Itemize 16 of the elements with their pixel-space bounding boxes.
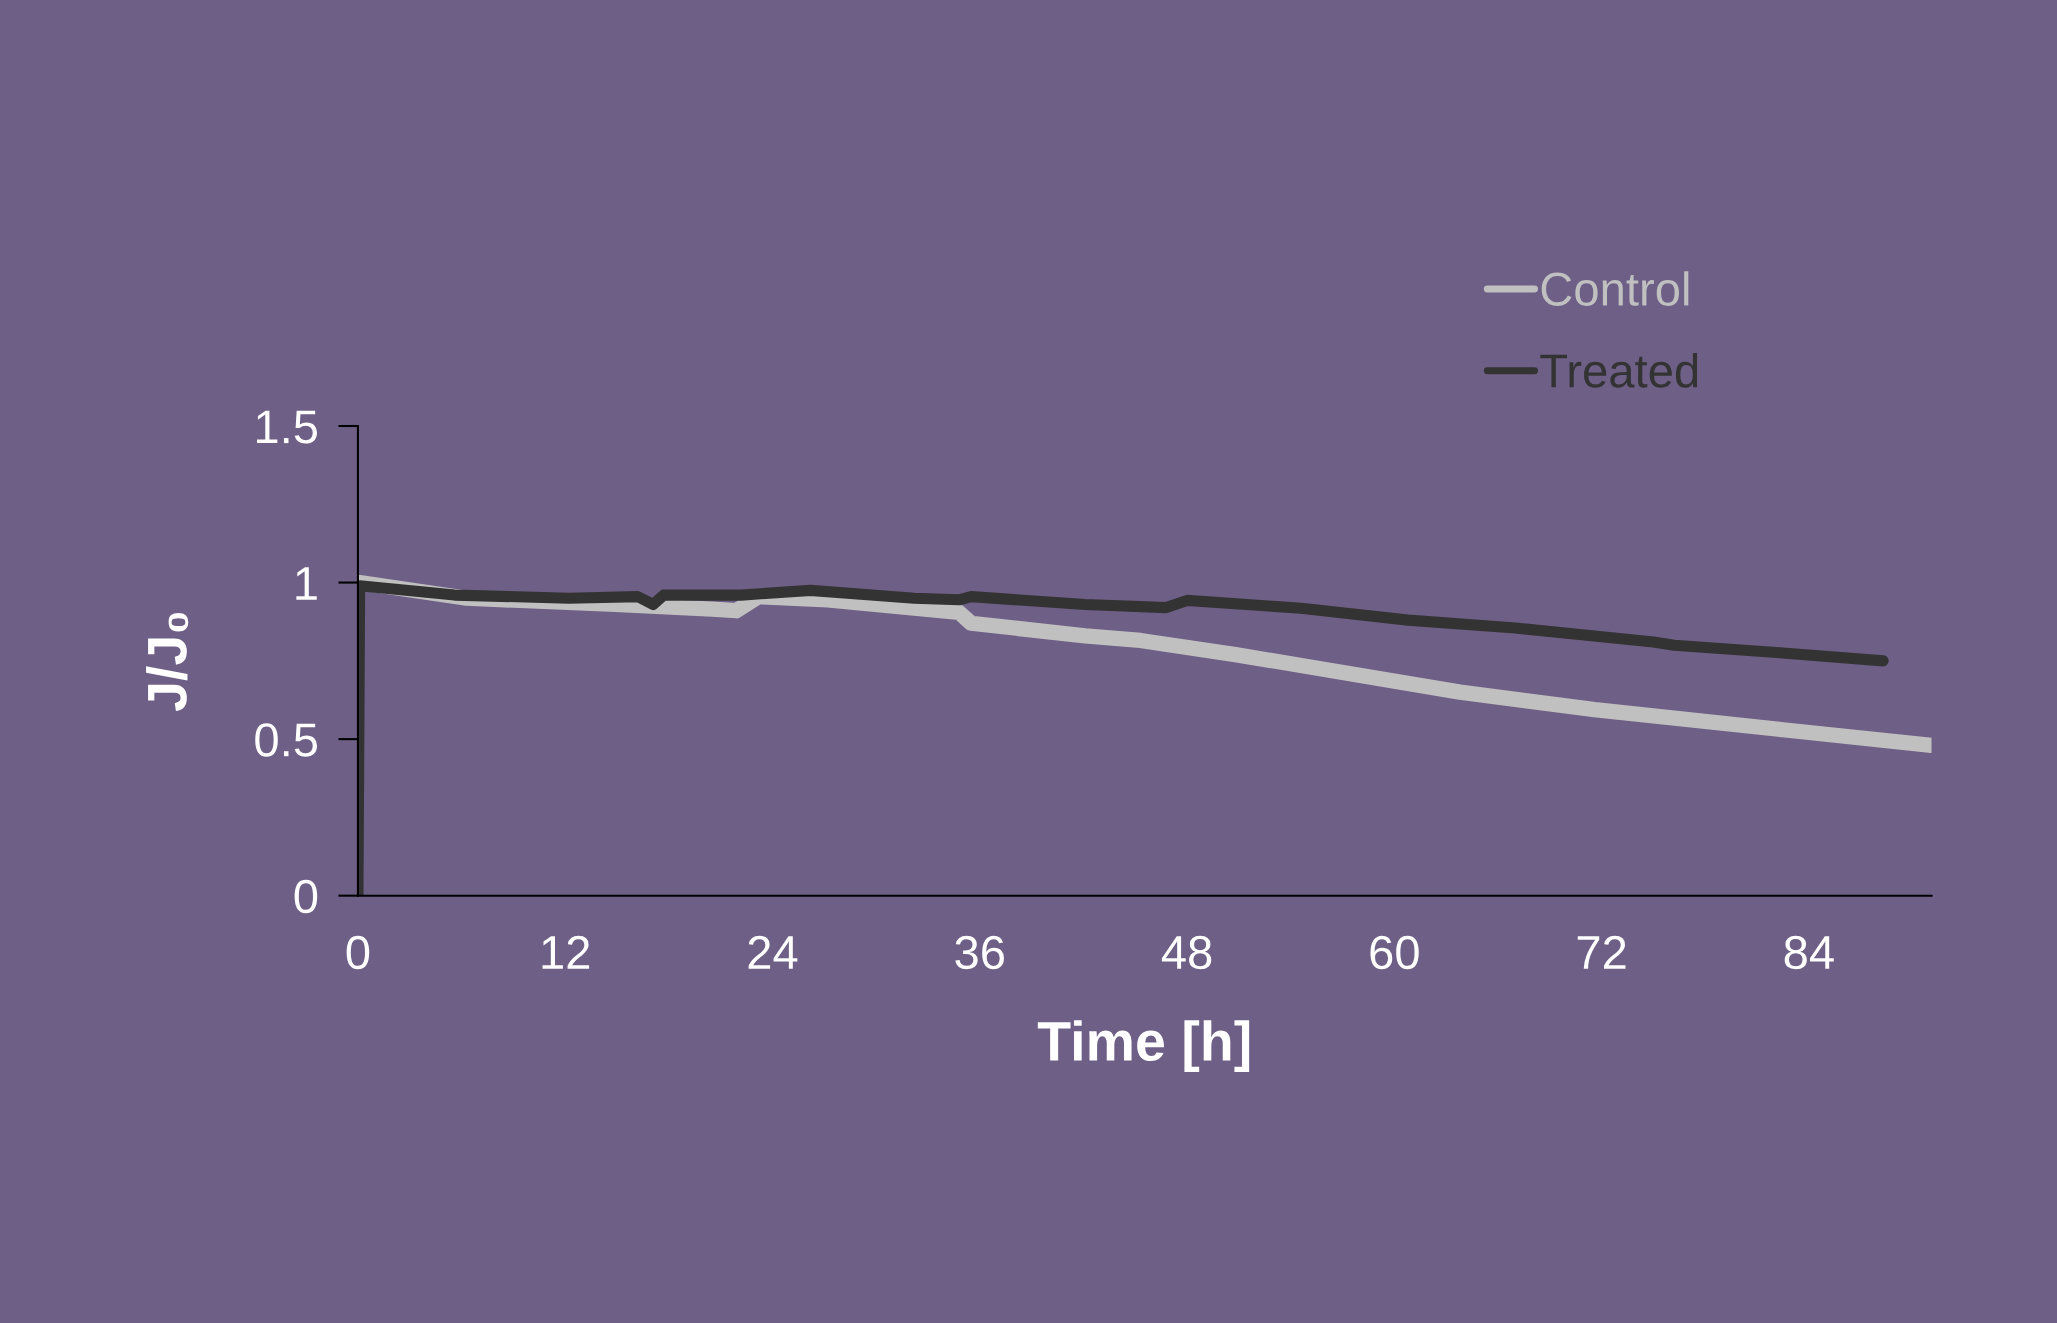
y-axis-title: J/J₀: [146, 612, 189, 712]
x-tick-label: 60: [1370, 935, 1419, 970]
x-tick-label: 0: [346, 935, 370, 970]
x-tick-label: 12: [542, 935, 590, 969]
y-tick-label: 0.5: [255, 723, 318, 757]
legend-label: Treated: [1540, 353, 1698, 388]
x-tick-label: 84: [1784, 935, 1834, 970]
x-tick-label: 72: [1577, 935, 1626, 969]
legend-label: Control: [1541, 271, 1689, 306]
x-tick-label: 36: [955, 935, 1004, 970]
y-tick-label: 1.5: [256, 410, 318, 444]
y-tick-label: 0: [294, 879, 318, 914]
x-tick-label: 48: [1161, 935, 1212, 970]
y-tick-label: 1: [296, 567, 317, 600]
x-tick-label: 24: [748, 935, 798, 969]
x-axis-title: Time [h]: [1037, 1020, 1250, 1073]
